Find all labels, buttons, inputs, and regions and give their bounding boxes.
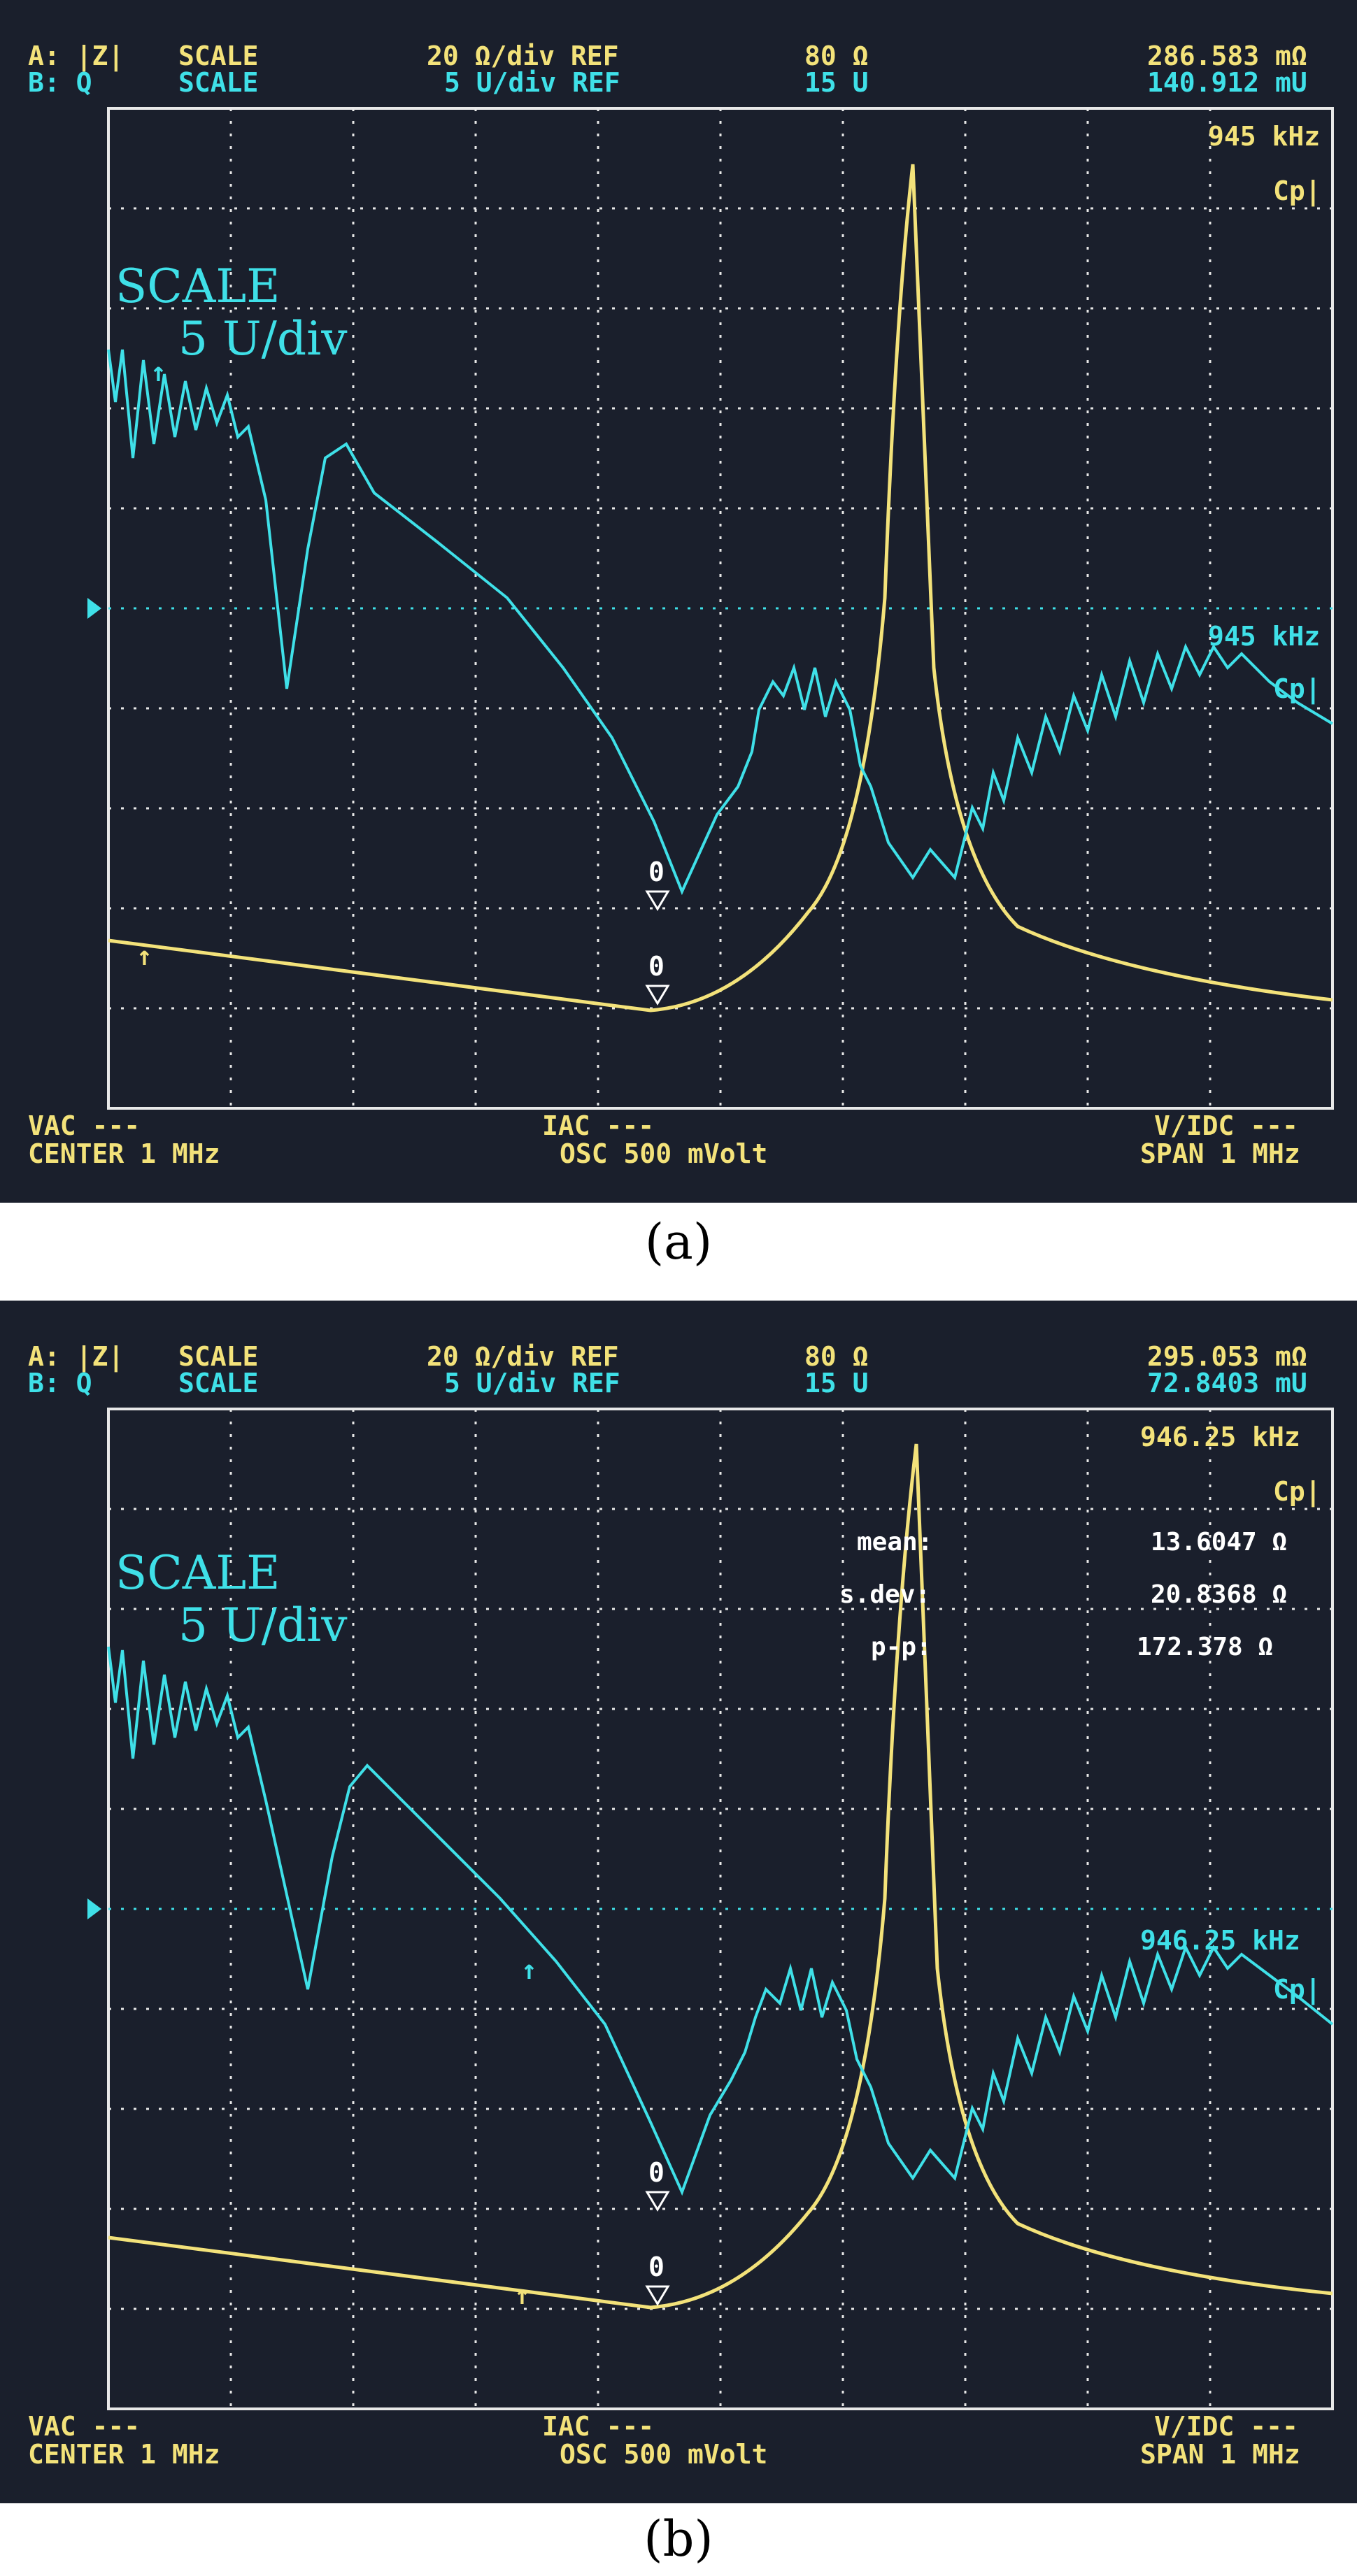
trace-a-scale-word: SCALE: [178, 1341, 259, 1372]
footer-vac: VAC ---: [28, 1110, 141, 1141]
plot-svg-b: 0 0 ↑ ↑: [87, 1408, 1334, 2410]
delta-marker-a-icon: ↑: [514, 2280, 530, 2310]
caption-a: (a): [644, 1213, 713, 1271]
trace-a-ref-value: 80 Ω: [804, 1341, 869, 1372]
grid-lines: [108, 1409, 1333, 2409]
delta-marker-b-icon: ↑: [521, 1954, 537, 1985]
trace-b-ref-value: 15 U: [804, 67, 869, 98]
trace-b-scale-value: 5 U/div REF: [444, 1368, 620, 1398]
scale-overlay-line2: 5 U/div: [178, 312, 348, 366]
trace-b-scale-word: SCALE: [178, 1368, 259, 1398]
trace-a-impedance: [108, 1443, 1333, 2310]
footer-center: CENTER 1 MHz: [28, 2439, 220, 2470]
footer-osc: OSC 500 mVolt: [560, 1138, 768, 1169]
trace-b-label: B: Q: [28, 67, 92, 98]
trace-a-label: A: |Z|: [28, 41, 125, 71]
grid-lines: [108, 108, 1333, 1108]
plot-area-a: 0 0 ↑ ↑ 945 kHz Cp| 945 kHz Cp| SCALE 5 …: [87, 107, 1334, 1110]
trace-b-quality-factor: [107, 1646, 1334, 2196]
trace-b-label: B: Q: [28, 1368, 92, 1398]
marker-label-b: 0: [648, 857, 665, 887]
stat-sdev-value: 20.8368 Ω: [1151, 1580, 1288, 1609]
trace-a-marker-freq: 946.25 kHz: [1140, 1422, 1300, 1452]
trace-b-ref-value: 15 U: [804, 1368, 869, 1398]
footer-vac: VAC ---: [28, 2411, 141, 2442]
footer-span: SPAN 1 MHz: [1140, 2439, 1300, 2470]
trace-b-marker-value: 72.8403 mU: [1147, 1368, 1307, 1398]
marker-label-a: 0: [648, 2252, 665, 2282]
marker-triangle-b: [645, 890, 670, 911]
trace-a-ref-value: 80 Ω: [804, 41, 869, 71]
marker-label-b: 0: [648, 2157, 665, 2188]
stat-pp-label: p-p:: [871, 1633, 932, 1661]
marker-triangle-a: [645, 2285, 670, 2306]
trace-b-marker-mode: Cp|: [1273, 673, 1321, 704]
trace-a-scale-value: 20 Ω/div REF: [427, 41, 619, 71]
trace-a-scale-word: SCALE: [178, 41, 259, 71]
plot-area-b: 0 0 ↑ ↑ 946.25 kHz Cp| 946.25 kHz Cp| me…: [87, 1408, 1334, 2410]
delta-marker-b-icon: ↑: [150, 357, 166, 387]
footer-osc: OSC 500 mVolt: [560, 2439, 768, 2470]
trace-b-quality-factor: [107, 349, 1334, 896]
footer-iac: IAC ---: [542, 2411, 655, 2442]
stat-mean-value: 13.6047 Ω: [1151, 1528, 1288, 1557]
footer-iac: IAC ---: [542, 1110, 655, 1141]
marker-triangle-b: [645, 2191, 670, 2212]
plot-border: [107, 107, 1334, 1110]
trace-b-marker-mode: Cp|: [1273, 1974, 1321, 2005]
stat-sdev-label: s.dev:: [839, 1580, 931, 1609]
trace-b-marker-freq: 945 kHz: [1208, 621, 1321, 652]
stat-pp-value: 172.378 Ω: [1137, 1633, 1274, 1661]
scale-overlay-line1: SCALE: [115, 1546, 280, 1600]
trace-a-marker-value: 286.583 mΩ: [1147, 41, 1307, 71]
trace-a-label: A: |Z|: [28, 1341, 125, 1372]
trace-a-marker-freq: 945 kHz: [1208, 121, 1321, 152]
marker-label-a: 0: [648, 951, 665, 982]
trace-b-marker-freq: 946.25 kHz: [1140, 1925, 1300, 1956]
marker-triangle-a: [645, 985, 670, 1006]
analyzer-screen-b: A: |Z| B: Q SCALE SCALE 20 Ω/div REF 5 U…: [0, 1301, 1357, 2503]
scale-overlay-line2: 5 U/div: [178, 1598, 348, 1652]
footer-vidc: V/IDC ---: [1154, 1110, 1298, 1141]
ref-level-arrow: [87, 1898, 101, 1919]
ref-level-arrow: [87, 598, 101, 619]
trace-b-scale-value: 5 U/div REF: [444, 67, 620, 98]
scale-overlay-line1: SCALE: [115, 259, 280, 313]
plot-border: [107, 1408, 1334, 2410]
trace-a-marker-mode: Cp|: [1273, 176, 1321, 206]
analyzer-screen-a: A: |Z| B: Q SCALE SCALE 20 Ω/div REF 5 U…: [0, 0, 1357, 1203]
delta-marker-a-icon: ↑: [136, 940, 152, 971]
trace-a-marker-mode: Cp|: [1273, 1476, 1321, 1507]
footer-span: SPAN 1 MHz: [1140, 1138, 1300, 1169]
trace-a-marker-value: 295.053 mΩ: [1147, 1341, 1307, 1372]
stat-mean-label: mean:: [857, 1528, 933, 1557]
trace-a-scale-value: 20 Ω/div REF: [427, 1341, 619, 1372]
trace-b-scale-word: SCALE: [178, 67, 259, 98]
trace-a-impedance: [108, 164, 1333, 1012]
caption-b: (b): [644, 2510, 713, 2568]
plot-svg-a: 0 0 ↑ ↑: [87, 107, 1334, 1110]
footer-center: CENTER 1 MHz: [28, 1138, 220, 1169]
footer-vidc: V/IDC ---: [1154, 2411, 1298, 2442]
trace-b-marker-value: 140.912 mU: [1147, 67, 1307, 98]
